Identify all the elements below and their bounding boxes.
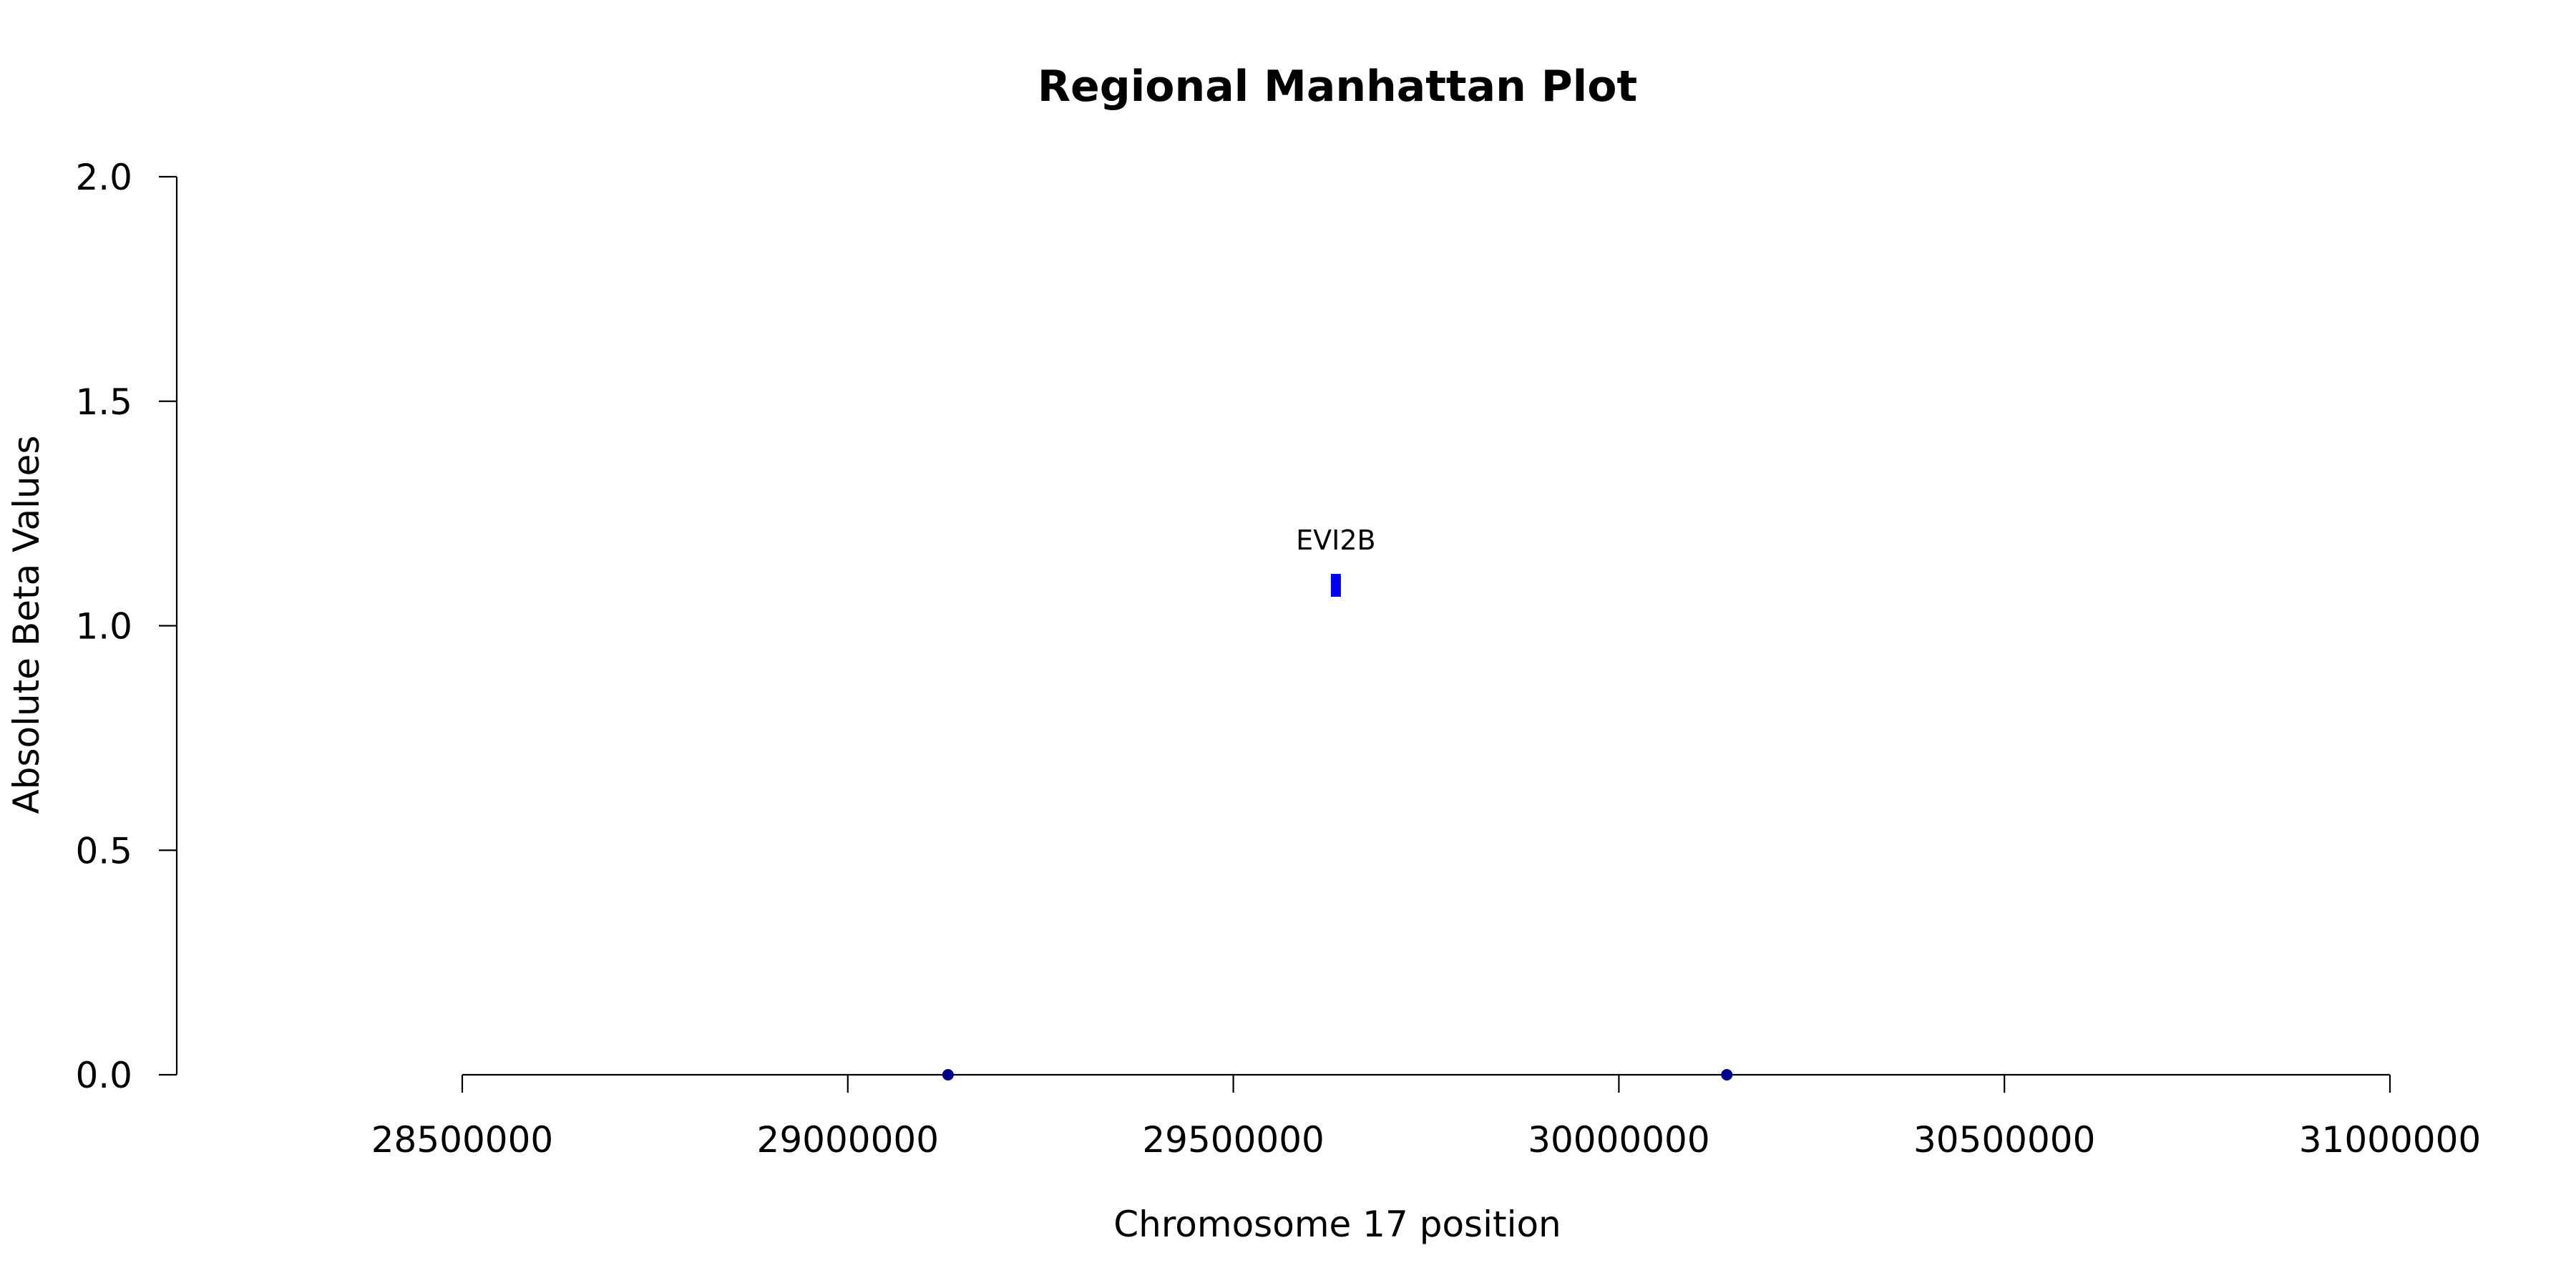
x-axis: 28500000 29000000 29500000 30000000 30500000…	[371, 1073, 2482, 1161]
point-label: EVI2B	[1296, 525, 1375, 556]
y-axis: 0.0 0.5 1.0 1.5 2.0	[75, 157, 178, 1096]
x-axis-label: Chromosome 17 position	[1113, 1204, 1561, 1245]
data-point	[1721, 1069, 1733, 1080]
y-tick-label: 0.0	[75, 1055, 132, 1096]
x-tick-label: 31000000	[2299, 1119, 2482, 1161]
data-point	[942, 1069, 954, 1080]
y-axis-label: Absolute Beta Values	[6, 436, 47, 814]
x-tick-label: 30500000	[1913, 1119, 2096, 1161]
annotations: EVI2B	[1296, 525, 1375, 556]
data-points	[942, 574, 1733, 1080]
y-tick-label: 2.0	[75, 157, 132, 198]
x-tick-label: 29000000	[757, 1119, 940, 1161]
y-tick-label: 1.5	[75, 381, 132, 423]
y-tick-label: 0.5	[75, 830, 132, 872]
x-tick-label: 29500000	[1142, 1119, 1324, 1161]
y-tick-label: 1.0	[75, 606, 132, 648]
chart-title: Regional Manhattan Plot	[1038, 62, 1637, 112]
highlight-point	[1330, 574, 1341, 597]
x-tick-label: 28500000	[371, 1119, 554, 1161]
x-tick-label: 30000000	[1528, 1119, 1710, 1161]
